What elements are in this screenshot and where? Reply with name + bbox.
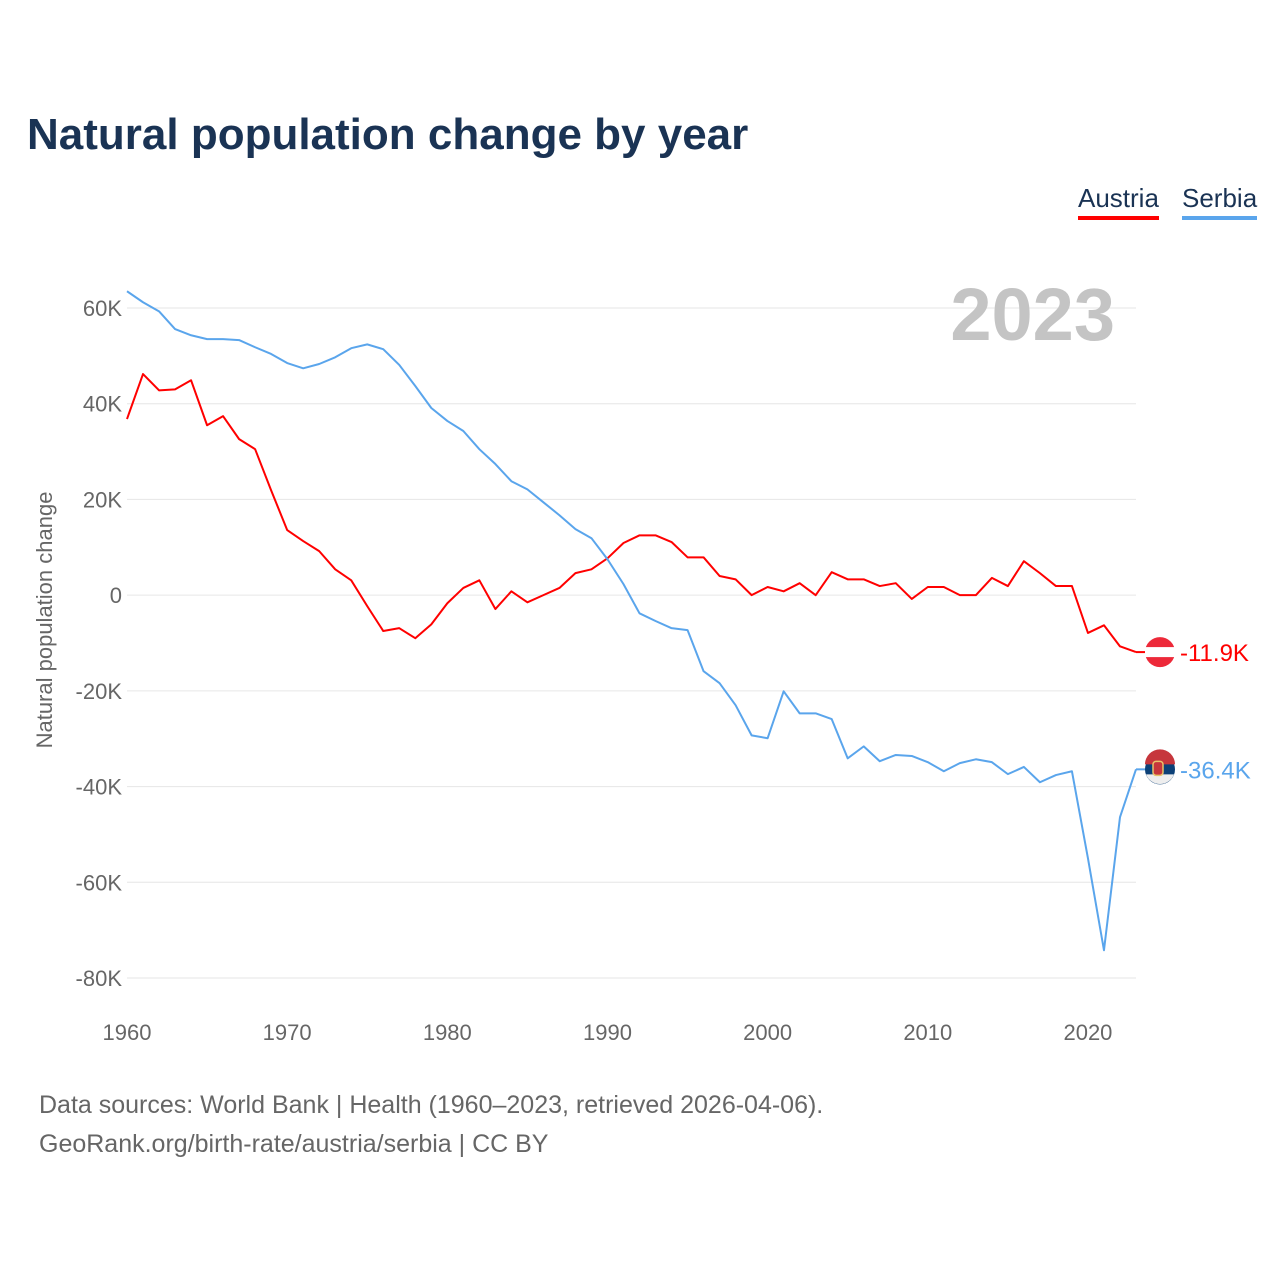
y-axis-label: Natural population change xyxy=(32,492,57,749)
serbia-flag-white xyxy=(1146,774,1174,784)
serbia-coat-of-arms xyxy=(1152,760,1164,777)
chart-title: Natural population change by year xyxy=(27,110,749,159)
footer: Data sources: World Bank | Health (1960–… xyxy=(39,1086,823,1164)
x-tick-label: 1980 xyxy=(423,1020,472,1045)
y-tick-label: -80K xyxy=(76,966,123,991)
series-line-serbia xyxy=(126,290,1137,952)
serbia-flag-red xyxy=(1145,749,1175,765)
x-tick-label: 1970 xyxy=(263,1020,312,1045)
source-link[interactable]: GeoRank.org/birth-rate/austria/serbia | … xyxy=(39,1130,549,1158)
legend-serbia[interactable]: Serbia xyxy=(1182,183,1258,220)
legend-austria[interactable]: Austria xyxy=(1078,183,1159,220)
x-tick-label: 2020 xyxy=(1063,1020,1112,1045)
end-value-label: -36.4K xyxy=(1180,757,1251,784)
year-watermark: 2023 xyxy=(950,273,1115,356)
series-line-austria xyxy=(126,373,1137,654)
y-tick-label: 40K xyxy=(83,392,122,417)
y-tick-label: 20K xyxy=(83,487,122,512)
end-value-label: -11.9K xyxy=(1180,640,1249,667)
x-tick-label: 2000 xyxy=(743,1020,792,1045)
y-tick-label: -20K xyxy=(76,679,123,704)
austria-flag-stripe xyxy=(1145,647,1175,658)
data-source: Data sources: World Bank | Health (1960–… xyxy=(39,1091,824,1119)
y-tick-label: -40K xyxy=(76,775,123,800)
y-tick-label: -60K xyxy=(76,870,123,895)
x-tick-label: 2010 xyxy=(903,1020,952,1045)
y-tick-label: 60K xyxy=(83,296,122,321)
x-tick-label: 1990 xyxy=(583,1020,632,1045)
x-tick-label: 1960 xyxy=(103,1020,152,1045)
y-tick-label: 0 xyxy=(110,583,122,608)
